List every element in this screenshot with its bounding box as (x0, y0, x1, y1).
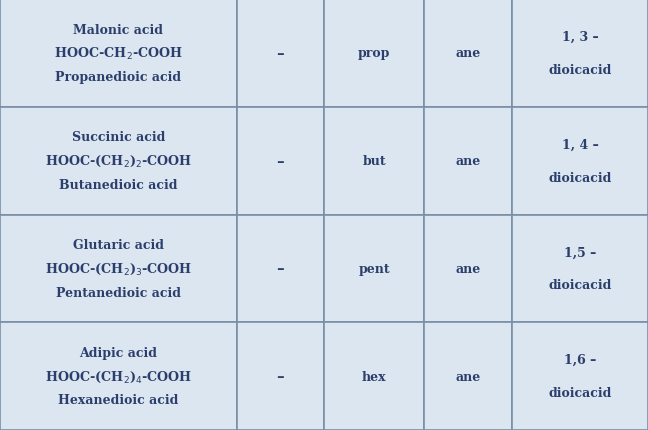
Bar (237, 108, 324, 215)
Text: dioicacid: dioicacid (548, 64, 612, 77)
Text: Malonic acid: Malonic acid (73, 24, 163, 37)
Text: 1,6 –: 1,6 – (564, 353, 596, 366)
Text: hex: hex (362, 370, 387, 383)
Text: ane: ane (456, 47, 481, 60)
Bar (0, 215, 237, 322)
Text: 1,5 –: 1,5 – (564, 246, 596, 259)
Text: Glutaric acid: Glutaric acid (73, 239, 164, 252)
Bar (237, 215, 324, 322)
Bar (512, 108, 648, 215)
Text: Hexanedioic acid: Hexanedioic acid (58, 393, 178, 406)
Bar (0, 0, 237, 108)
Bar (0, 108, 237, 215)
Bar (512, 215, 648, 322)
Text: HOOC-(CH$_2$)$_2$-COOH: HOOC-(CH$_2$)$_2$-COOH (45, 154, 192, 169)
Text: but: but (362, 155, 386, 168)
Text: Adipic acid: Adipic acid (79, 346, 157, 359)
Text: –: – (277, 369, 284, 383)
Bar (324, 322, 424, 430)
Text: prop: prop (358, 47, 390, 60)
Text: Succinic acid: Succinic acid (71, 131, 165, 144)
Bar (424, 108, 512, 215)
Bar (237, 322, 324, 430)
Text: Butanedioic acid: Butanedioic acid (59, 178, 178, 191)
Text: –: – (277, 47, 284, 61)
Bar (324, 215, 424, 322)
Text: 1, 3 –: 1, 3 – (562, 31, 598, 44)
Text: ane: ane (456, 262, 481, 275)
Text: HOOC-CH$_2$-COOH: HOOC-CH$_2$-COOH (54, 46, 183, 62)
Text: 1, 4 –: 1, 4 – (562, 138, 598, 151)
Text: ane: ane (456, 155, 481, 168)
Bar (512, 0, 648, 108)
Bar (324, 0, 424, 108)
Text: –: – (277, 262, 284, 276)
Bar (424, 215, 512, 322)
Bar (237, 0, 324, 108)
Bar (0, 322, 237, 430)
Text: –: – (277, 154, 284, 168)
Text: Propanedioic acid: Propanedioic acid (55, 71, 181, 84)
Text: dioicacid: dioicacid (548, 171, 612, 184)
Bar (424, 322, 512, 430)
Bar (424, 0, 512, 108)
Text: Pentanedioic acid: Pentanedioic acid (56, 286, 181, 299)
Text: dioicacid: dioicacid (548, 279, 612, 292)
Bar (512, 322, 648, 430)
Bar (324, 108, 424, 215)
Text: HOOC-(CH$_2$)$_4$-COOH: HOOC-(CH$_2$)$_4$-COOH (45, 369, 192, 384)
Text: pent: pent (358, 262, 390, 275)
Text: ane: ane (456, 370, 481, 383)
Text: dioicacid: dioicacid (548, 386, 612, 399)
Text: HOOC-(CH$_2$)$_3$-COOH: HOOC-(CH$_2$)$_3$-COOH (45, 261, 192, 276)
